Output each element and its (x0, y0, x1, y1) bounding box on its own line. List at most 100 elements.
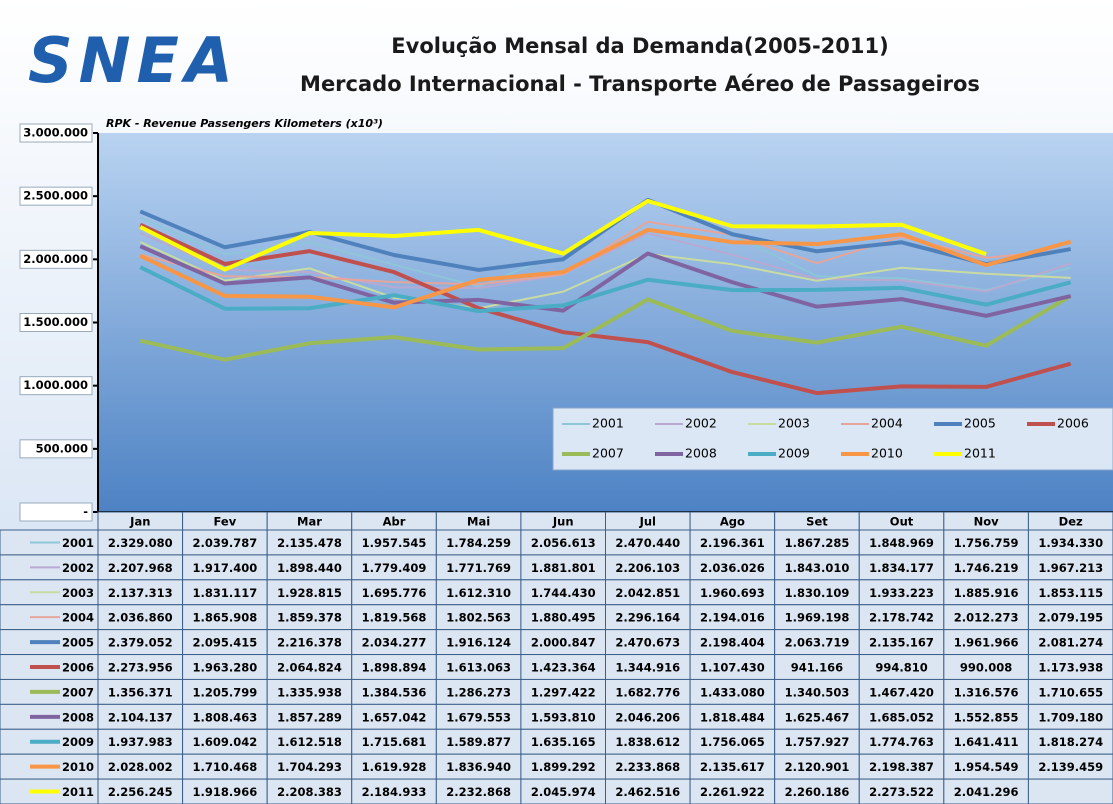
table-cell (351, 678, 437, 705)
table-cell (97, 604, 184, 631)
table-cell (266, 728, 353, 755)
table-cell (520, 678, 607, 705)
table-cell (520, 579, 607, 606)
table-value: 2.261.922 (700, 785, 765, 799)
legend-label: 2005 (964, 416, 996, 431)
table-value: 1.802.563 (446, 611, 511, 625)
table-row-label: 2003 (62, 586, 94, 600)
x-tick-label: Jul (639, 515, 656, 529)
table-cell (943, 604, 1029, 631)
series-line (139, 244, 1072, 318)
table-value: 1.710.468 (193, 760, 258, 774)
table-cell (858, 654, 945, 680)
table-value: 1.710.655 (1038, 685, 1103, 699)
table-row-label: 2002 (62, 561, 94, 575)
table-value: 990.008 (960, 661, 1012, 675)
table-value: 1.838.612 (615, 735, 680, 749)
table-value: 1.756.065 (700, 735, 765, 749)
table-value: 1.957.545 (362, 536, 427, 550)
table-cell (97, 778, 184, 804)
table-value: 2.206.103 (615, 561, 680, 575)
y-tick-box (19, 249, 93, 269)
legend-label: 2004 (871, 416, 903, 431)
table-cell (774, 753, 860, 780)
table-cell (351, 728, 437, 755)
chart-subtitle: Mercado Internacional - Transporte Aéreo… (300, 72, 980, 96)
table-value: 1.969.198 (785, 611, 850, 625)
table-value: 2.178.742 (869, 611, 934, 625)
table-value: 1.173.938 (1038, 661, 1103, 675)
table-value: 1.917.400 (193, 561, 258, 575)
table-value: 2.470.673 (615, 636, 680, 650)
table-value: 1.609.042 (193, 735, 258, 749)
table-value: 1.819.568 (362, 611, 427, 625)
table-value: 1.612.518 (277, 735, 342, 749)
series-line (139, 294, 1072, 362)
table-row-label: 2010 (62, 760, 94, 774)
table-cell (435, 778, 522, 804)
table-value: 2.273.522 (869, 785, 934, 799)
x-tick-label: Ago (720, 515, 745, 529)
table-value: 1.657.042 (362, 710, 427, 724)
table-value: 2.462.516 (615, 785, 680, 799)
table-value: 994.810 (875, 661, 927, 675)
table-row-label: 2009 (62, 735, 94, 749)
table-cell (943, 654, 1029, 680)
table-cell (774, 604, 860, 631)
x-tick-label: Mai (467, 515, 490, 529)
table-cell (689, 753, 776, 780)
table-value: 2.046.206 (615, 710, 680, 724)
table-cell (689, 604, 776, 631)
table-value: 1.779.409 (362, 561, 427, 575)
table-value: 1.709.180 (1038, 710, 1103, 724)
table-cell (605, 678, 691, 705)
table-value: 1.831.117 (193, 586, 258, 600)
legend-label: 2003 (778, 416, 810, 431)
table-value: 2.135.617 (700, 760, 765, 774)
legend-label: 2002 (685, 416, 717, 431)
table-cell (520, 778, 607, 804)
table-value: 1.433.080 (700, 685, 765, 699)
logo: SNEA (28, 24, 239, 97)
y-tick-box (19, 123, 93, 143)
table-value: 1.589.877 (446, 735, 511, 749)
table-cell (774, 629, 860, 656)
y-tick-box (19, 502, 93, 522)
table-cell (689, 654, 776, 680)
table-value: 1.635.165 (531, 735, 596, 749)
table-value: 1.205.799 (193, 685, 258, 699)
table-value: 1.818.274 (1038, 735, 1103, 749)
table-value: 1.830.109 (785, 586, 850, 600)
table-row-label: 2008 (62, 710, 94, 724)
legend-label: 2006 (1057, 416, 1089, 431)
table-cell (97, 728, 184, 755)
y-axis-label: RPK - Revenue Passengers Kilometers (x10… (106, 117, 383, 130)
table-value: 1.340.503 (785, 685, 850, 699)
table-value: 1.625.467 (785, 710, 850, 724)
table-cell (266, 629, 353, 656)
table-value: 1.774.763 (869, 735, 934, 749)
table-cell (182, 703, 268, 730)
table-cell (774, 579, 860, 606)
table-value: 1.898.440 (277, 561, 342, 575)
table-cell (435, 703, 522, 730)
table-value: 2.095.415 (193, 636, 258, 650)
y-tick-box (19, 186, 93, 206)
table-cell (351, 629, 437, 656)
table-cell (605, 529, 691, 556)
legend-label: 2001 (592, 416, 624, 431)
table-value: 1.963.280 (193, 661, 258, 675)
table-value: 2.079.195 (1038, 611, 1103, 625)
table-value: 2.041.296 (954, 785, 1019, 799)
y-tick-box (19, 439, 93, 459)
table-value: 1.619.928 (362, 760, 427, 774)
table-value: 2.256.245 (108, 785, 173, 799)
y-tick-label: - (83, 505, 88, 519)
table-value: 2.120.901 (785, 760, 850, 774)
table-cell (351, 529, 437, 556)
series-line (139, 222, 1072, 396)
table-value: 2.135.167 (869, 636, 934, 650)
y-tick-label: 1.500.000 (23, 315, 88, 329)
table-value: 1.344.916 (615, 661, 680, 675)
table-cell (689, 529, 776, 556)
